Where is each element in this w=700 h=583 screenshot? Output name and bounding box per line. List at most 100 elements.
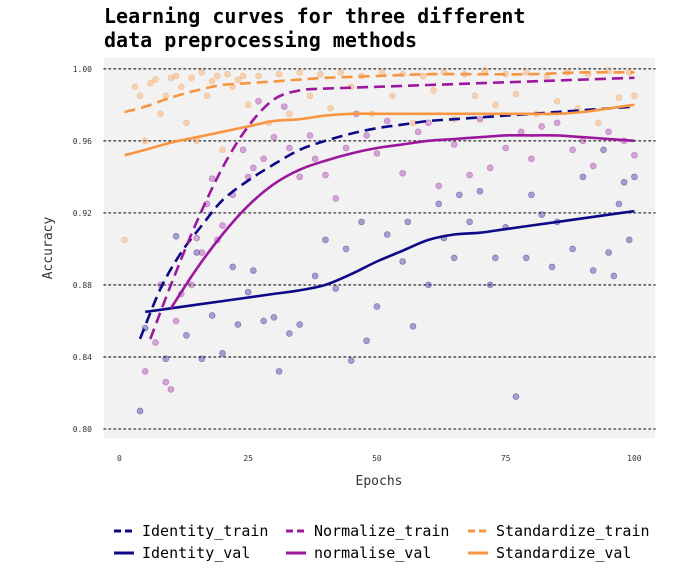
scatter-point	[198, 249, 206, 256]
scatter-point	[208, 312, 216, 319]
scatter-point	[286, 144, 293, 152]
scatter-point	[152, 76, 159, 83]
scatter-point	[579, 173, 587, 181]
scatter-point	[383, 231, 391, 238]
scatter-point	[419, 72, 427, 80]
scatter-point	[188, 281, 195, 289]
scatter-point	[399, 169, 406, 177]
series-lines	[124, 70, 635, 340]
scatter-point	[260, 317, 267, 325]
scatter-point	[224, 70, 231, 78]
scatter-point	[389, 92, 396, 100]
scatter-point	[337, 69, 345, 76]
scatter-point	[363, 337, 370, 345]
scatter-point	[167, 74, 175, 82]
scatter-point	[399, 258, 406, 265]
scatter-point	[404, 218, 412, 226]
scatter-point	[466, 218, 473, 226]
scatter-point	[203, 92, 211, 100]
scatter-point	[605, 128, 612, 136]
scatter-point	[147, 79, 154, 87]
scatter-point	[229, 263, 237, 271]
scatter-point	[162, 92, 170, 100]
scatter-point	[177, 83, 185, 91]
scatter-point	[476, 115, 484, 123]
scatter-point	[450, 141, 458, 148]
scatter-point	[172, 232, 180, 240]
scatter-point	[522, 254, 530, 262]
scatter-point	[615, 94, 623, 101]
scatter-point	[172, 72, 180, 80]
scatter-point	[162, 355, 170, 363]
scatter-point	[600, 146, 607, 154]
scatter-point	[569, 245, 576, 253]
scatter-point	[255, 97, 262, 105]
scatter-point	[306, 132, 314, 139]
legend-label: Standardize_train	[496, 522, 650, 540]
x-tick-label: 50	[372, 454, 382, 463]
scatter-point	[553, 97, 561, 105]
series-line-identity-train	[138, 105, 635, 340]
scatter-point	[131, 83, 139, 91]
scatter-point	[476, 187, 484, 195]
scatter-point	[316, 70, 324, 78]
series-line-identity-val	[145, 209, 635, 314]
scatter-point	[332, 285, 340, 292]
scatter-point	[162, 378, 170, 386]
scatter-point	[522, 69, 530, 76]
scatter-point	[466, 171, 473, 179]
scatter-point	[141, 368, 149, 375]
scatter-point	[517, 128, 525, 136]
legend-label: Standardize_val	[496, 544, 631, 562]
series-line-normalise-val	[169, 133, 635, 310]
scatter-point	[605, 249, 612, 256]
scatter-point	[625, 236, 633, 244]
scatter-point	[244, 101, 252, 109]
scatter-point	[486, 164, 494, 172]
scatter-point	[296, 69, 303, 76]
scatter-point	[528, 191, 535, 199]
legend-label: Identity_val	[142, 544, 250, 562]
scatter-point	[332, 195, 340, 202]
scatter-point	[198, 69, 206, 76]
scatter-point	[244, 288, 252, 296]
scatter-point	[296, 321, 303, 328]
scatter-point	[296, 173, 303, 181]
scatter-point	[430, 87, 437, 94]
scatter-point	[425, 281, 432, 289]
scatter-point	[383, 117, 391, 125]
legend-label: Normalize_train	[314, 522, 449, 540]
scatter-point	[183, 332, 190, 339]
series-line-standardize-val	[124, 103, 635, 157]
y-tick-labels: 0.80 0.84 0.88 0.92 0.96 1.00	[73, 65, 92, 434]
scatter-point	[373, 303, 381, 310]
scatter-point	[322, 236, 329, 244]
scatter-point	[193, 234, 200, 242]
scatter-point	[569, 146, 576, 154]
scatter-point	[492, 254, 499, 262]
scatter-point	[183, 119, 190, 127]
scatter-point	[620, 178, 628, 186]
scatter-point	[136, 92, 144, 100]
scatter-point	[141, 137, 149, 145]
series-line-normalize-train	[149, 76, 635, 340]
scatter-point	[450, 254, 458, 262]
scatter-point	[373, 150, 381, 157]
scatter-point	[219, 350, 226, 357]
scatter-point	[255, 72, 262, 80]
scatter-point	[342, 245, 350, 253]
scatter-point	[327, 105, 334, 112]
x-tick-labels: 0 25 50 75 100	[117, 454, 642, 463]
x-tick-label: 25	[243, 454, 253, 463]
x-tick-label: 75	[501, 454, 511, 463]
scatter-point	[172, 317, 180, 325]
scatter-points	[121, 67, 638, 415]
y-tick-label: 0.92	[73, 209, 92, 218]
scatter-point	[579, 137, 587, 145]
scatter-point	[167, 386, 175, 393]
chart-title: Learning curves for three different data…	[104, 4, 526, 52]
scatter-point	[270, 314, 278, 321]
scatter-point	[306, 92, 314, 100]
scatter-point	[121, 236, 128, 244]
scatter-point	[486, 281, 494, 289]
